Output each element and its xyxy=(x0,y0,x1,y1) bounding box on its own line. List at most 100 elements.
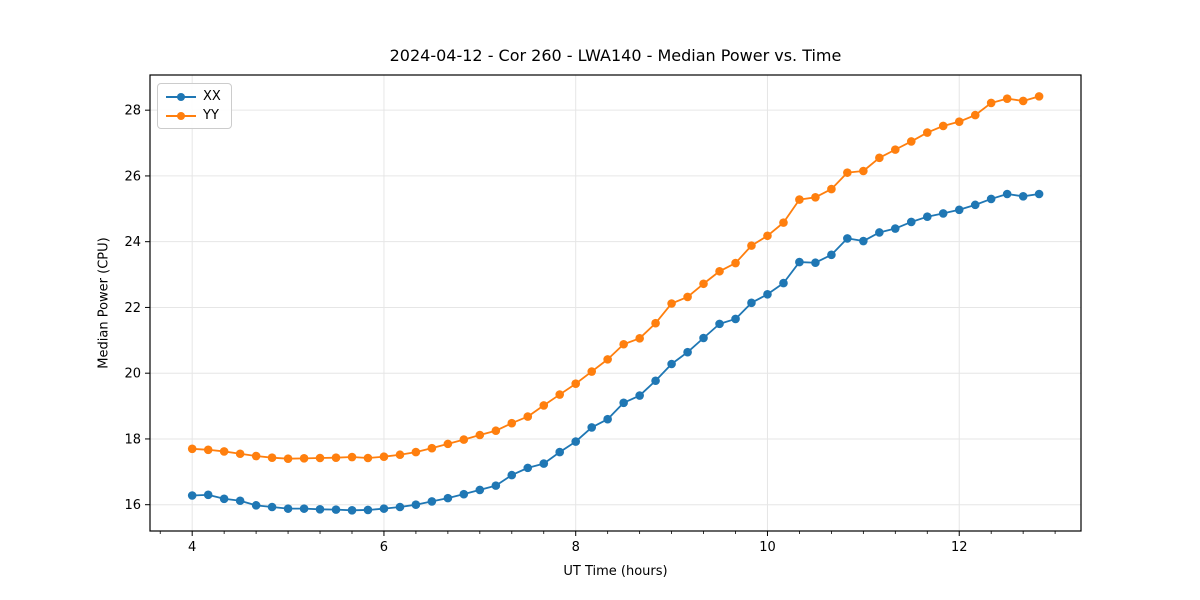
data-point-XX xyxy=(731,314,740,324)
data-point-XX xyxy=(363,505,373,515)
data-point-XX xyxy=(811,258,820,268)
data-point-YY xyxy=(890,145,900,154)
data-point-XX xyxy=(875,228,884,237)
data-point-YY xyxy=(699,279,708,289)
data-point-XX xyxy=(299,504,309,513)
data-point-XX xyxy=(954,205,964,215)
legend-swatch-xx-icon xyxy=(166,92,196,102)
data-point-XX xyxy=(923,212,932,221)
data-point-YY xyxy=(923,128,932,137)
data-point-YY xyxy=(651,318,660,328)
data-point-XX xyxy=(411,500,421,510)
data-point-YY xyxy=(1002,94,1012,103)
data-point-YY xyxy=(411,447,421,457)
data-point-XX xyxy=(667,359,676,369)
series-line-YY xyxy=(192,95,1040,460)
legend: XX YY xyxy=(157,83,232,129)
x-tick-label: 12 xyxy=(951,540,968,555)
x-tick-label: 6 xyxy=(380,540,388,555)
data-point-YY xyxy=(299,454,309,463)
data-point-XX xyxy=(491,481,501,490)
data-point-XX xyxy=(475,485,485,495)
data-point-XX xyxy=(938,209,948,218)
data-point-YY xyxy=(843,168,852,177)
x-axis-label: UT Time (hours) xyxy=(563,564,668,579)
data-point-XX xyxy=(443,493,453,503)
data-point-YY xyxy=(619,339,628,349)
data-point-XX xyxy=(523,463,533,473)
data-point-XX xyxy=(235,496,245,506)
data-point-XX xyxy=(779,278,788,288)
data-point-YY xyxy=(475,430,485,440)
data-point-YY xyxy=(555,390,564,399)
data-point-YY xyxy=(906,137,916,146)
data-point-XX xyxy=(283,504,293,513)
data-point-YY xyxy=(731,258,740,268)
data-point-XX xyxy=(427,497,437,506)
data-point-YY xyxy=(203,445,213,455)
y-tick-label: 28 xyxy=(124,104,141,119)
data-point-YY xyxy=(779,218,788,227)
data-point-YY xyxy=(1034,92,1044,101)
data-point-YY xyxy=(283,454,293,463)
data-point-YY xyxy=(795,195,804,204)
series-XX xyxy=(187,189,1044,515)
data-point-YY xyxy=(331,453,341,462)
data-point-XX xyxy=(587,423,597,432)
data-point-YY xyxy=(491,426,501,436)
data-point-YY xyxy=(507,418,517,428)
y-tick-label: 22 xyxy=(124,301,141,316)
data-point-XX xyxy=(1018,192,1028,201)
data-point-XX xyxy=(683,347,692,357)
legend-label-yy: YY xyxy=(203,108,219,123)
data-point-XX xyxy=(459,489,469,499)
data-point-XX xyxy=(267,502,277,512)
data-point-YY xyxy=(395,450,405,460)
legend-swatch-yy-icon xyxy=(166,111,196,121)
axes-spines xyxy=(149,74,1082,532)
y-tick-label: 24 xyxy=(124,235,141,250)
data-point-YY xyxy=(1018,96,1028,106)
data-point-XX xyxy=(507,470,517,480)
data-point-XX xyxy=(251,501,261,510)
data-point-YY xyxy=(859,166,868,176)
data-point-YY xyxy=(267,453,277,462)
data-point-YY xyxy=(539,401,549,410)
data-point-XX xyxy=(827,250,836,260)
data-point-YY xyxy=(427,443,437,453)
data-point-XX xyxy=(379,504,389,513)
x-tick-label: 8 xyxy=(572,540,580,555)
data-point-YY xyxy=(571,379,581,389)
data-point-XX xyxy=(763,289,772,299)
data-point-XX xyxy=(747,298,756,308)
data-point-XX xyxy=(715,319,724,329)
y-tick-label: 20 xyxy=(124,367,141,382)
data-point-YY xyxy=(235,449,245,459)
legend-item-xx: XX xyxy=(166,89,221,104)
data-point-YY xyxy=(587,367,597,376)
data-point-YY xyxy=(443,439,453,449)
data-point-YY xyxy=(715,266,724,276)
data-point-YY xyxy=(938,121,948,131)
data-point-XX xyxy=(859,236,868,246)
data-point-XX xyxy=(347,505,357,515)
data-point-YY xyxy=(187,444,197,454)
data-point-YY xyxy=(315,453,325,463)
data-point-XX xyxy=(843,234,852,243)
data-point-YY xyxy=(667,299,676,308)
data-point-YY xyxy=(635,334,644,343)
y-tick-label: 16 xyxy=(124,498,141,513)
data-point-XX xyxy=(331,505,341,514)
data-point-XX xyxy=(890,224,900,233)
chart-title: 2024-04-12 - Cor 260 - LWA140 - Median P… xyxy=(389,46,842,65)
data-point-YY xyxy=(347,452,357,462)
data-point-YY xyxy=(954,117,964,126)
data-point-YY xyxy=(811,193,820,202)
y-tick-label: 26 xyxy=(124,169,141,184)
series-YY xyxy=(187,92,1044,463)
legend-item-yy: YY xyxy=(166,108,221,123)
data-point-XX xyxy=(635,391,644,400)
data-point-YY xyxy=(747,241,756,250)
data-point-XX xyxy=(203,490,213,500)
